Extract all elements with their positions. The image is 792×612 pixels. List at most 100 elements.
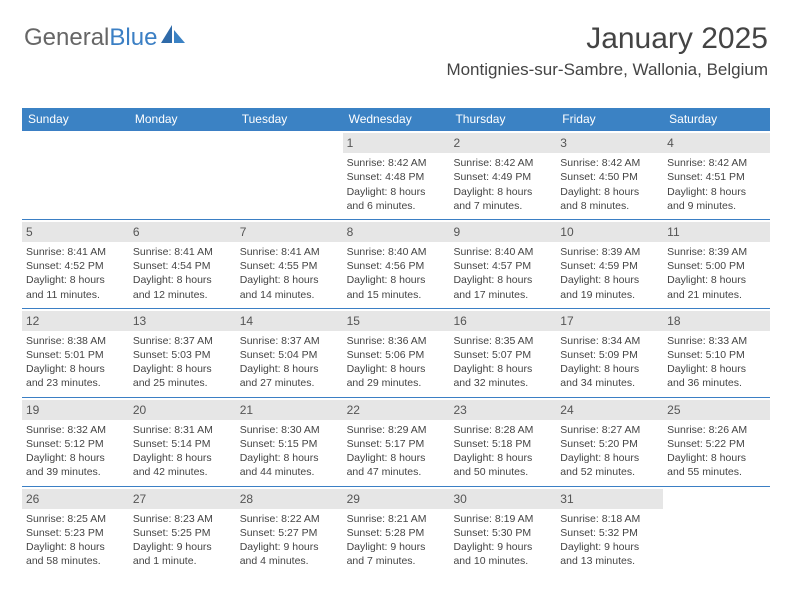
day-line: Sunset: 5:23 PM [26, 526, 125, 540]
day-line: Sunset: 5:07 PM [453, 348, 552, 362]
day-cell: 6Sunrise: 8:41 AMSunset: 4:54 PMDaylight… [129, 220, 236, 308]
day-line: Sunset: 5:12 PM [26, 437, 125, 451]
day-cell: 4Sunrise: 8:42 AMSunset: 4:51 PMDaylight… [663, 131, 770, 219]
day-line: Daylight: 8 hours [453, 362, 552, 376]
day-details: Sunrise: 8:22 AMSunset: 5:27 PMDaylight:… [240, 512, 339, 569]
day-cell: 20Sunrise: 8:31 AMSunset: 5:14 PMDayligh… [129, 398, 236, 486]
day-line: Daylight: 8 hours [26, 362, 125, 376]
day-number: 13 [129, 311, 236, 331]
weekday-header: Tuesday [236, 108, 343, 130]
day-details: Sunrise: 8:29 AMSunset: 5:17 PMDaylight:… [347, 423, 446, 480]
day-details: Sunrise: 8:41 AMSunset: 4:54 PMDaylight:… [133, 245, 232, 302]
empty-cell [236, 131, 343, 219]
day-line: Daylight: 8 hours [453, 273, 552, 287]
day-line: Sunset: 5:15 PM [240, 437, 339, 451]
day-cell: 26Sunrise: 8:25 AMSunset: 5:23 PMDayligh… [22, 487, 129, 575]
weeks-container: 1Sunrise: 8:42 AMSunset: 4:48 PMDaylight… [22, 130, 770, 574]
day-line: Sunrise: 8:42 AM [560, 156, 659, 170]
day-cell: 21Sunrise: 8:30 AMSunset: 5:15 PMDayligh… [236, 398, 343, 486]
day-line: Sunset: 5:03 PM [133, 348, 232, 362]
weekday-header-row: SundayMondayTuesdayWednesdayThursdayFrid… [22, 108, 770, 130]
day-line: and 50 minutes. [453, 465, 552, 479]
day-line: Daylight: 9 hours [560, 540, 659, 554]
day-details: Sunrise: 8:32 AMSunset: 5:12 PMDaylight:… [26, 423, 125, 480]
day-line: Sunrise: 8:37 AM [240, 334, 339, 348]
day-number: 23 [449, 400, 556, 420]
day-line: Sunset: 4:57 PM [453, 259, 552, 273]
day-number: 27 [129, 489, 236, 509]
empty-cell [22, 131, 129, 219]
day-cell: 25Sunrise: 8:26 AMSunset: 5:22 PMDayligh… [663, 398, 770, 486]
day-line: Daylight: 8 hours [347, 451, 446, 465]
brand-part1: General [24, 24, 109, 52]
day-number: 26 [22, 489, 129, 509]
day-line: Sunrise: 8:42 AM [667, 156, 766, 170]
day-number: 2 [449, 133, 556, 153]
day-line: Sunrise: 8:31 AM [133, 423, 232, 437]
day-line: Daylight: 8 hours [240, 362, 339, 376]
day-line: Sunset: 5:22 PM [667, 437, 766, 451]
day-line: Sunrise: 8:39 AM [560, 245, 659, 259]
weekday-header: Saturday [663, 108, 770, 130]
week-row: 1Sunrise: 8:42 AMSunset: 4:48 PMDaylight… [22, 130, 770, 219]
day-line: Sunset: 4:52 PM [26, 259, 125, 273]
day-details: Sunrise: 8:41 AMSunset: 4:52 PMDaylight:… [26, 245, 125, 302]
day-line: Sunset: 4:56 PM [347, 259, 446, 273]
day-line: Sunset: 5:06 PM [347, 348, 446, 362]
day-line: and 25 minutes. [133, 376, 232, 390]
day-line: Sunrise: 8:40 AM [347, 245, 446, 259]
day-number: 19 [22, 400, 129, 420]
day-line: Sunset: 5:32 PM [560, 526, 659, 540]
day-cell: 15Sunrise: 8:36 AMSunset: 5:06 PMDayligh… [343, 309, 450, 397]
day-details: Sunrise: 8:23 AMSunset: 5:25 PMDaylight:… [133, 512, 232, 569]
day-cell: 29Sunrise: 8:21 AMSunset: 5:28 PMDayligh… [343, 487, 450, 575]
day-line: Sunset: 4:48 PM [347, 170, 446, 184]
day-line: Sunset: 4:55 PM [240, 259, 339, 273]
day-details: Sunrise: 8:42 AMSunset: 4:51 PMDaylight:… [667, 156, 766, 213]
brand-logo: GeneralBlue [24, 24, 187, 52]
day-number: 15 [343, 311, 450, 331]
day-number: 7 [236, 222, 343, 242]
day-details: Sunrise: 8:42 AMSunset: 4:49 PMDaylight:… [453, 156, 552, 213]
day-line: Daylight: 8 hours [560, 362, 659, 376]
day-details: Sunrise: 8:42 AMSunset: 4:48 PMDaylight:… [347, 156, 446, 213]
day-line: and 8 minutes. [560, 199, 659, 213]
day-line: Sunrise: 8:34 AM [560, 334, 659, 348]
day-line: Sunrise: 8:33 AM [667, 334, 766, 348]
day-line: Daylight: 8 hours [667, 273, 766, 287]
day-line: and 32 minutes. [453, 376, 552, 390]
day-line: Sunrise: 8:23 AM [133, 512, 232, 526]
day-cell: 18Sunrise: 8:33 AMSunset: 5:10 PMDayligh… [663, 309, 770, 397]
weekday-header: Friday [556, 108, 663, 130]
day-line: and 9 minutes. [667, 199, 766, 213]
day-number: 28 [236, 489, 343, 509]
day-line: Sunset: 5:28 PM [347, 526, 446, 540]
calendar: SundayMondayTuesdayWednesdayThursdayFrid… [22, 108, 770, 574]
day-line: Daylight: 8 hours [133, 362, 232, 376]
week-row: 12Sunrise: 8:38 AMSunset: 5:01 PMDayligh… [22, 308, 770, 397]
day-cell: 24Sunrise: 8:27 AMSunset: 5:20 PMDayligh… [556, 398, 663, 486]
day-line: Daylight: 9 hours [133, 540, 232, 554]
day-line: Sunrise: 8:41 AM [133, 245, 232, 259]
day-line: Daylight: 9 hours [347, 540, 446, 554]
day-cell: 11Sunrise: 8:39 AMSunset: 5:00 PMDayligh… [663, 220, 770, 308]
day-cell: 7Sunrise: 8:41 AMSunset: 4:55 PMDaylight… [236, 220, 343, 308]
day-line: and 42 minutes. [133, 465, 232, 479]
day-number: 5 [22, 222, 129, 242]
day-line: Sunset: 5:00 PM [667, 259, 766, 273]
day-details: Sunrise: 8:31 AMSunset: 5:14 PMDaylight:… [133, 423, 232, 480]
day-line: Sunset: 5:04 PM [240, 348, 339, 362]
day-details: Sunrise: 8:30 AMSunset: 5:15 PMDaylight:… [240, 423, 339, 480]
day-line: Daylight: 8 hours [133, 273, 232, 287]
day-number: 10 [556, 222, 663, 242]
day-details: Sunrise: 8:37 AMSunset: 5:03 PMDaylight:… [133, 334, 232, 391]
month-title: January 2025 [446, 22, 768, 56]
day-line: and 17 minutes. [453, 288, 552, 302]
day-line: and 12 minutes. [133, 288, 232, 302]
day-line: Sunrise: 8:41 AM [240, 245, 339, 259]
day-line: Sunrise: 8:42 AM [347, 156, 446, 170]
day-line: Sunset: 4:54 PM [133, 259, 232, 273]
day-line: Daylight: 8 hours [347, 362, 446, 376]
day-details: Sunrise: 8:39 AMSunset: 5:00 PMDaylight:… [667, 245, 766, 302]
title-block: January 2025 Montignies-sur-Sambre, Wall… [446, 22, 768, 80]
